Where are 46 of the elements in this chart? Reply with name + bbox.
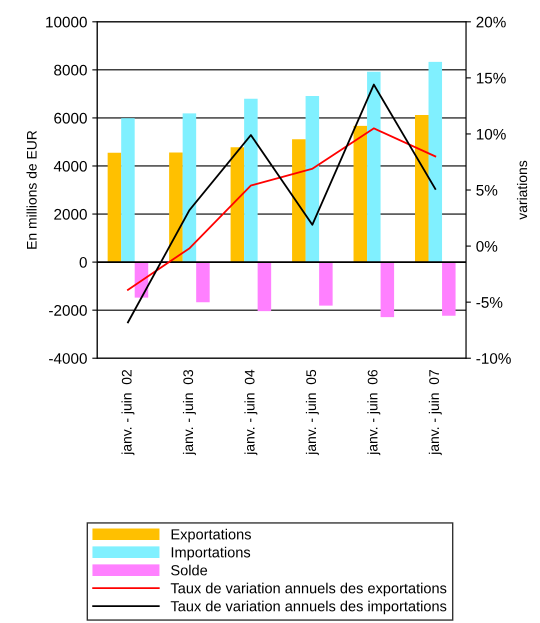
y2-tick-label: 20%: [476, 16, 506, 28]
bar: [415, 115, 429, 262]
line-series: [127, 127, 436, 291]
legend-label: Solde: [171, 564, 208, 576]
bar: [196, 262, 210, 302]
y2-tick-label: 10%: [476, 128, 506, 140]
y-tick-label: -4000: [49, 353, 87, 364]
bar: [121, 118, 135, 262]
bar: [367, 72, 381, 262]
bar: [292, 139, 306, 262]
y2-tick-label: -10%: [476, 353, 511, 364]
y-tick-label: 0: [80, 256, 87, 268]
y2-tick-label: 15%: [476, 72, 506, 84]
bar: [182, 113, 196, 262]
bar: [319, 262, 333, 306]
legend-label: Importations: [172, 546, 250, 560]
y-tick-label: 10000: [46, 16, 87, 28]
bar: [442, 262, 456, 316]
x-tick-label: janv. - juin 07: [428, 370, 442, 456]
legend-label: Taux de variation annuels des importations: [170, 600, 446, 614]
legend-label: Taux de variation annuels des exportations: [170, 582, 446, 596]
bar: [244, 98, 258, 262]
bar: [169, 152, 183, 262]
y-tick-label: 6000: [54, 112, 87, 124]
y2-tick-label: 5%: [476, 184, 498, 196]
y2-axis-title: variations: [516, 160, 528, 220]
bar: [258, 262, 272, 312]
bar: [108, 152, 122, 262]
y-axis-title: En millions de EUR: [26, 130, 37, 249]
y-tick-label: 8000: [54, 64, 87, 76]
y2-tick-label: -5%: [476, 297, 502, 308]
bar: [354, 126, 368, 262]
x-tick-label: janv. - juin 05: [306, 370, 319, 456]
x-tick-label: janv. - juin 02: [121, 370, 134, 456]
y2-tick-label: 0%: [476, 240, 498, 252]
x-tick-label: janv. - juin 04: [244, 370, 258, 456]
bar: [230, 147, 244, 262]
x-tick-label: janv. - juin 06: [367, 370, 380, 456]
bar: [380, 262, 394, 318]
y-tick-label: -2000: [49, 305, 87, 316]
bar: [306, 96, 320, 262]
y-tick-label: 4000: [54, 160, 87, 172]
x-tick-label: janv. - juin 03: [182, 370, 196, 456]
legend-label: Exportations: [172, 528, 251, 542]
y-tick-label: 2000: [54, 208, 87, 220]
bar: [428, 62, 442, 262]
